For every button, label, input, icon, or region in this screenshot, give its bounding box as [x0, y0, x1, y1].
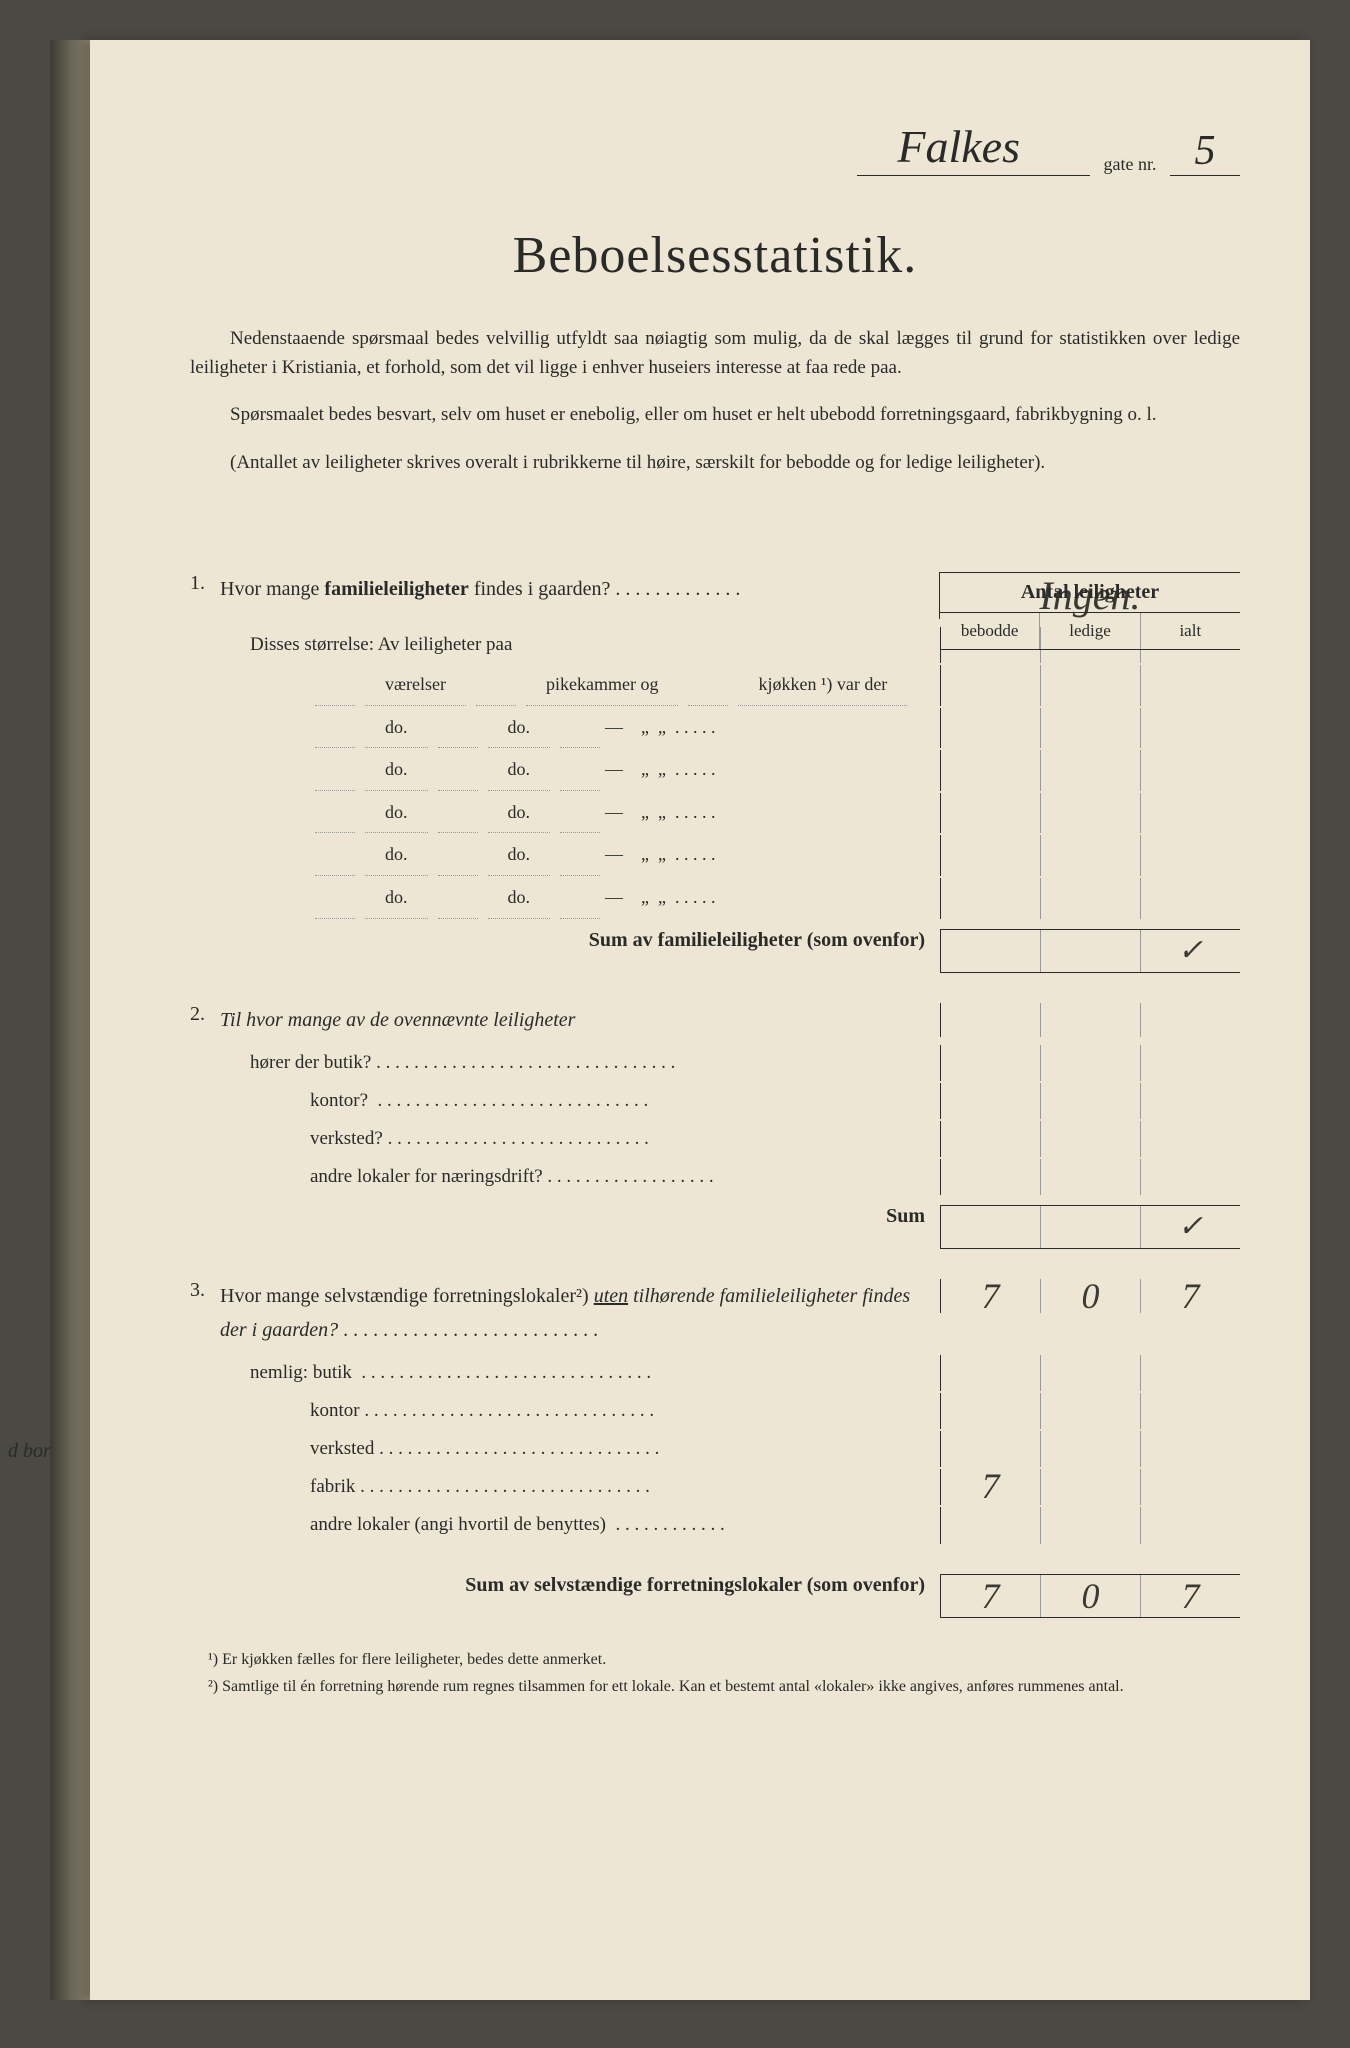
header-line: Falkes gate nr. 5 — [190, 120, 1240, 176]
q3-fabrik-val: 7 — [940, 1469, 1040, 1505]
intro-parenthetical: (Antallet av leiligheter skrives overalt… — [190, 449, 1240, 478]
footnotes: ¹) Er kjøkken fælles for flere leilighet… — [190, 1648, 1240, 1699]
gate-label: gate nr. — [1104, 154, 1157, 174]
q3-sum-label: Sum av selvstændige forretningslokaler (… — [190, 1574, 940, 1618]
q2-sum-label: Sum — [190, 1205, 940, 1249]
col-ledige: ledige — [1039, 613, 1139, 649]
q2-item-andre: andre lokaler for næringsdrift? . . . . … — [190, 1159, 940, 1195]
column-header: Antal leiligheter bebodde ledige ialt — [940, 572, 1240, 650]
gate-number: 5 — [1170, 127, 1240, 176]
q3-item-verksted: verksted . . . . . . . . . . . . . . . .… — [190, 1431, 940, 1467]
page-title: Beboelsesstatistik. — [190, 226, 1240, 285]
q3-number: 3. — [190, 1279, 220, 1302]
intro-paragraph-1: Nedenstaaende spørsmaal bedes velvillig … — [190, 325, 1240, 382]
document-page: Falkes gate nr. 5 Beboelsesstatistik. Ne… — [90, 40, 1310, 2000]
q2-sum-bebodde — [940, 1206, 1040, 1248]
q3-sum-bebodde: 7 — [940, 1575, 1040, 1617]
q2-number: 2. — [190, 1003, 220, 1026]
col-ialt: ialt — [1140, 613, 1240, 649]
street-name: Falkes — [857, 120, 1090, 176]
col-bebodde: bebodde — [940, 613, 1039, 649]
q1-text: Hvor mange familieleiligheter findes i g… — [220, 572, 939, 606]
column-header-title: Antal leiligheter — [940, 572, 1240, 612]
q2-text: Til hvor mange av de ovennævnte leilighe… — [220, 1003, 940, 1037]
q1-size-line-1: værelserpikekammer ogkjøkken ¹) var der — [190, 665, 940, 706]
margin-fragment: d bor — [8, 1440, 51, 1463]
q3-sum-ledige: 0 — [1040, 1575, 1140, 1617]
q3-item-andre: andre lokaler (angi hvortil de benyttes)… — [190, 1507, 940, 1543]
q3-item-fabrik: fabrik . . . . . . . . . . . . . . . . .… — [190, 1469, 940, 1505]
q2-item-kontor: kontor? . . . . . . . . . . . . . . . . … — [190, 1083, 940, 1119]
q3-sum-ialt: 7 — [1140, 1575, 1240, 1617]
q3-item-kontor: kontor . . . . . . . . . . . . . . . . .… — [190, 1393, 940, 1429]
q2-item-butik: hører der butik? . . . . . . . . . . . .… — [190, 1045, 940, 1081]
q3-ledige: 0 — [1040, 1279, 1140, 1313]
q1-sum-label: Sum av familieleiligheter (som ovenfor) — [190, 929, 940, 973]
q1-sizes-label: Disses størrelse: Av leiligheter paa — [190, 627, 940, 663]
q1-number: 1. — [190, 572, 220, 595]
q1-size-line-do: do.do.— „ „ . . . . . — [190, 708, 940, 749]
footnote-2: ²) Samtlige til én forretning hørende ru… — [190, 1675, 1240, 1699]
q1-sum-ialt: ✓ — [1140, 930, 1240, 972]
q1-sum-ledige — [1040, 930, 1140, 972]
q1-size-line-do: do.do.— „ „ . . . . . — [190, 835, 940, 876]
footnote-1: ¹) Er kjøkken fælles for flere leilighet… — [190, 1648, 1240, 1672]
q2-item-verksted: verksted? . . . . . . . . . . . . . . . … — [190, 1121, 940, 1157]
q1-size-line-do: do.do.— „ „ . . . . . — [190, 793, 940, 834]
q1-size-line-do: do.do.— „ „ . . . . . — [190, 750, 940, 791]
q3-ialt: 7 — [1140, 1279, 1240, 1313]
q1-size-line-do: do.do.— „ „ . . . . . — [190, 878, 940, 919]
q1-sum-bebodde — [940, 930, 1040, 972]
intro-paragraph-2: Spørsmaalet bedes besvart, selv om huset… — [190, 401, 1240, 430]
q3-nemlig: nemlig: butik . . . . . . . . . . . . . … — [190, 1355, 940, 1391]
q3-text: Hvor mange selvstændige forretningslokal… — [220, 1279, 940, 1347]
q2-sum-ledige — [1040, 1206, 1140, 1248]
q3-bebodde: 7 — [940, 1279, 1040, 1313]
q2-sum-ialt: ✓ — [1140, 1206, 1240, 1248]
